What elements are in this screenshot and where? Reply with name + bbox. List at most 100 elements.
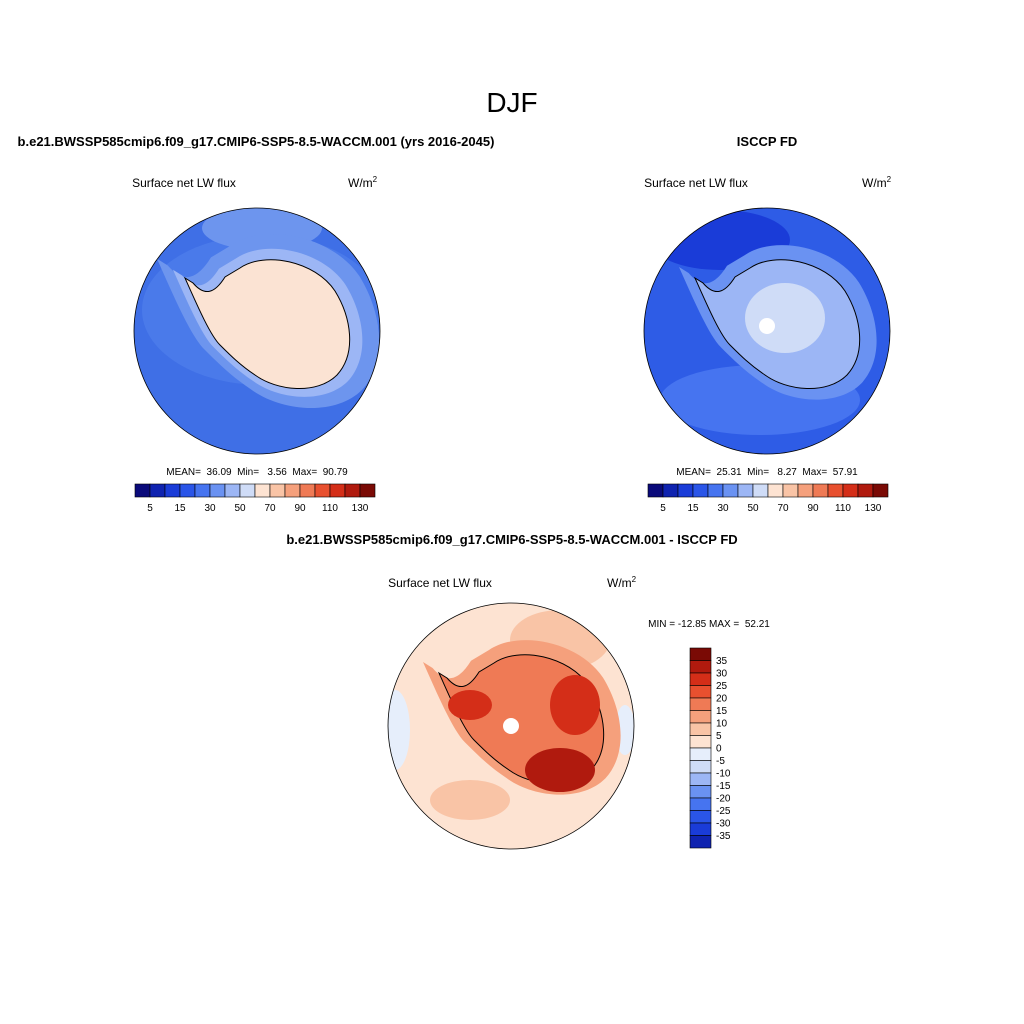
colorbar-box <box>164 483 181 498</box>
panel-title: b.e21.BWSSP585cmip6.f09_g17.CMIP6-SSP5-8… <box>286 532 737 547</box>
colorbar-box <box>689 660 712 674</box>
colorbar-box <box>872 483 889 498</box>
colorbar-box <box>689 647 712 661</box>
units-exponent: 2 <box>632 575 637 584</box>
colorbar-label: -10 <box>716 769 731 780</box>
stats: MIN = -12.85 MAX = 52.21 <box>648 619 770 630</box>
colorbar-label: 130 <box>352 503 369 514</box>
colorbar-label: 70 <box>264 503 276 514</box>
colorbar-label: 15 <box>687 503 699 514</box>
colorbar-label: 30 <box>716 669 728 680</box>
colorbar-label: -30 <box>716 819 731 830</box>
colorbar-label: 50 <box>747 503 759 514</box>
colorbar: 5 15 30 50 70 90 110 130 <box>134 483 376 514</box>
variable-label: Surface net LW flux <box>388 576 492 590</box>
units-label: W/m2 <box>348 175 378 190</box>
colorbar-label: 15 <box>716 706 728 717</box>
colorbar-label: -15 <box>716 781 731 792</box>
colorbar-box <box>284 483 301 498</box>
colorbar-box <box>752 483 769 498</box>
panel-title: ISCCP FD <box>737 134 797 149</box>
colorbar-box <box>782 483 799 498</box>
map-border <box>133 207 381 455</box>
colorbar-label: 70 <box>777 503 789 514</box>
units-label: W/m2 <box>862 175 892 190</box>
colorbar-box <box>314 483 331 498</box>
colorbar-box <box>689 710 712 724</box>
colorbar-box <box>737 483 754 498</box>
colorbar-box <box>689 835 712 849</box>
colorbar-label: 90 <box>807 503 819 514</box>
colorbar: 5 15 30 50 70 90 110 130 <box>647 483 889 514</box>
colorbar-box <box>689 822 712 836</box>
panel-title: b.e21.BWSSP585cmip6.f09_g17.CMIP6-SSP5-8… <box>18 134 495 149</box>
colorbar-box <box>224 483 241 498</box>
colorbar-label: 110 <box>835 503 851 514</box>
colorbar-box <box>689 697 712 711</box>
stats: MEAN= 36.09 Min= 3.56 Max= 90.79 <box>166 467 348 478</box>
map <box>134 208 380 454</box>
colorbar-label: -35 <box>716 831 731 842</box>
units-exponent: 2 <box>373 175 378 184</box>
colorbar-box <box>689 672 712 686</box>
colorbar-box <box>299 483 316 498</box>
units: W/m <box>607 576 632 590</box>
colorbar-box <box>254 483 271 498</box>
colorbar-label: -20 <box>716 794 731 805</box>
colorbar-label: 10 <box>716 719 728 730</box>
colorbar-box <box>707 483 724 498</box>
colorbar-box <box>797 483 814 498</box>
colorbar-box <box>812 483 829 498</box>
colorbar-box <box>767 483 784 498</box>
variable-label: Surface net LW flux <box>132 176 236 190</box>
map-border <box>643 207 891 455</box>
units: W/m <box>862 176 887 190</box>
colorbar-box <box>692 483 709 498</box>
units: W/m <box>348 176 373 190</box>
colorbar-box <box>689 785 712 799</box>
map-border <box>387 602 635 850</box>
colorbar-box <box>689 722 712 736</box>
colorbar-box <box>209 483 226 498</box>
units-exponent: 2 <box>887 175 892 184</box>
colorbar-box <box>647 483 664 498</box>
colorbar-box <box>857 483 874 498</box>
colorbar-label: -5 <box>716 756 725 767</box>
colorbar-label: 30 <box>204 503 216 514</box>
colorbar-label: 20 <box>716 694 728 705</box>
colorbar-label: -25 <box>716 806 731 817</box>
colorbar-box <box>689 735 712 749</box>
colorbar-label: 35 <box>716 656 728 667</box>
colorbar-box <box>689 772 712 786</box>
colorbar-box <box>842 483 859 498</box>
colorbar-label: 25 <box>716 681 728 692</box>
units-label: W/m2 <box>607 575 637 590</box>
figure-title: DJF <box>486 87 537 118</box>
colorbar-box <box>134 483 151 498</box>
colorbar-box <box>689 685 712 699</box>
colorbar-label: 130 <box>865 503 882 514</box>
colorbar-box <box>689 797 712 811</box>
colorbar-label: 5 <box>147 503 153 514</box>
colorbar-label: 0 <box>716 744 722 755</box>
colorbar-label: 50 <box>234 503 246 514</box>
variable-label: Surface net LW flux <box>644 176 748 190</box>
colorbar-box <box>827 483 844 498</box>
colorbar-label: 15 <box>174 503 186 514</box>
colorbar-box <box>344 483 361 498</box>
colorbar-box <box>677 483 694 498</box>
colorbar-box <box>269 483 286 498</box>
map <box>388 603 634 849</box>
colorbar-box <box>149 483 166 498</box>
colorbar-label: 110 <box>322 503 338 514</box>
colorbar-box <box>239 483 256 498</box>
colorbar-box <box>179 483 196 498</box>
colorbar-box <box>662 483 679 498</box>
map <box>644 208 890 454</box>
colorbar-label: 30 <box>717 503 729 514</box>
stats: MEAN= 25.31 Min= 8.27 Max= 57.91 <box>676 467 858 478</box>
colorbar-box <box>689 810 712 824</box>
colorbar-box <box>329 483 346 498</box>
colorbar-box <box>359 483 376 498</box>
